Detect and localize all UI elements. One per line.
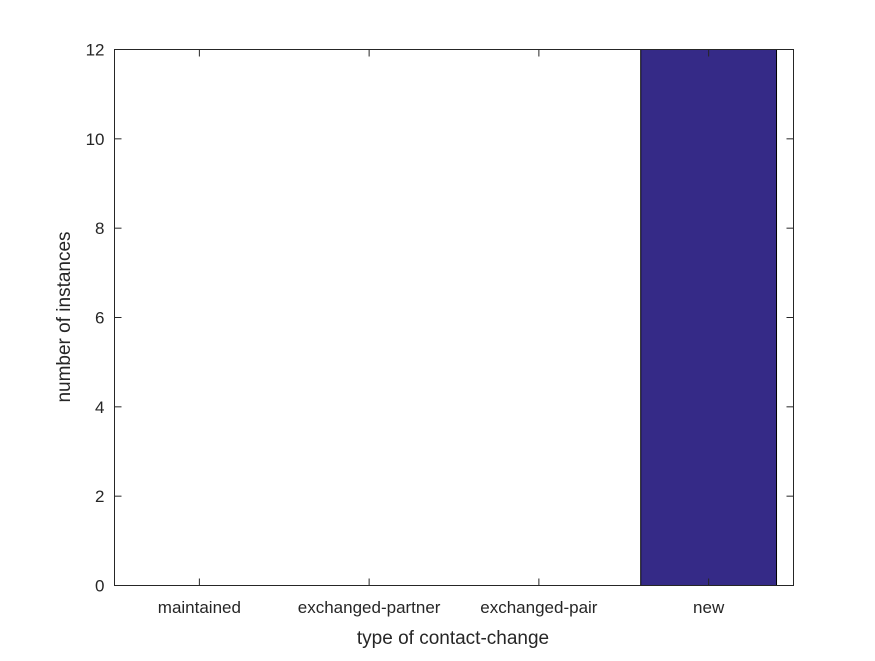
y-axis-label: number of instances: [54, 231, 75, 402]
x-tick-label: maintained: [158, 598, 241, 617]
y-tick-label: 12: [86, 41, 105, 60]
bar-new: [640, 49, 778, 586]
y-tick-label: 2: [95, 487, 104, 506]
x-tick-label: new: [693, 598, 725, 617]
y-tick-label: 4: [95, 398, 104, 417]
y-tick-label: 6: [95, 309, 104, 328]
x-tick-label: exchanged-partner: [298, 598, 441, 617]
x-tick-label: exchanged-pair: [480, 598, 598, 617]
y-tick-label: 0: [95, 577, 104, 596]
y-tick-label: 10: [86, 130, 105, 149]
x-axis-label: type of contact-change: [357, 628, 549, 649]
y-tick-label: 8: [95, 219, 104, 238]
